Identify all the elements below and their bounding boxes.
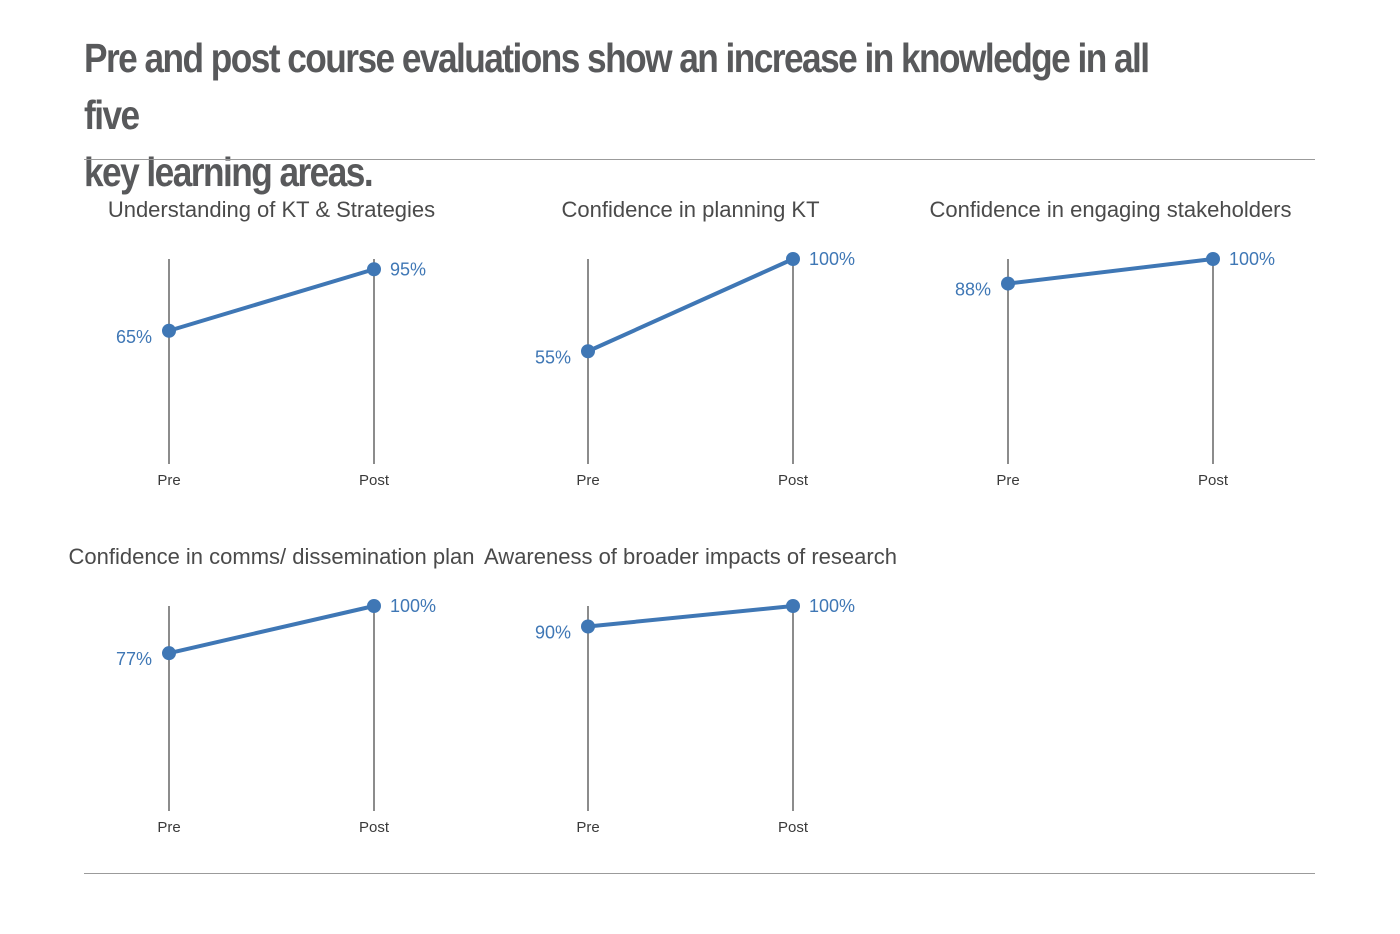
chart-5: Awareness of broader impacts of research… xyxy=(484,544,897,836)
chart-3-point-pre xyxy=(1001,276,1015,291)
chart-1-title: Understanding of KT & Strategies xyxy=(108,197,435,222)
chart-4-series-line xyxy=(167,604,376,656)
chart-2-title: Confidence in planning KT xyxy=(561,197,819,222)
chart-1-value-label-post: 95% xyxy=(390,259,426,279)
chart-3-value-label-post: 100% xyxy=(1229,249,1275,269)
page-title: Pre and post course evaluations show an … xyxy=(84,30,1150,201)
chart-4-value-label-pre: 77% xyxy=(116,649,152,669)
chart-5-series-line xyxy=(586,604,795,629)
chart-5-category-label-pre: Pre xyxy=(576,819,599,836)
chart-2-point-pre xyxy=(581,344,595,359)
chart-1-point-post xyxy=(367,262,381,277)
chart-2-category-label-post: Post xyxy=(778,472,809,489)
chart-1-category-label-pre: Pre xyxy=(157,472,180,489)
chart-4: Confidence in comms/ dissemination plan P… xyxy=(69,544,475,836)
chart-4-point-post xyxy=(367,599,381,613)
chart-2-point-post xyxy=(786,252,800,266)
chart-2-value-label-post: 100% xyxy=(809,249,855,269)
chart-1-series-line xyxy=(167,267,376,333)
chart-4-value-label-post: 100% xyxy=(390,596,436,616)
chart-5-value-label-post: 100% xyxy=(809,596,855,616)
chart-1-value-label-pre: 65% xyxy=(116,327,152,347)
chart-3: Confidence in engaging stakeholders Pre Po… xyxy=(929,197,1291,489)
chart-2-series-line xyxy=(586,257,795,354)
top-divider xyxy=(84,159,1315,160)
chart-1: Understanding of KT & Strategies Pre Post 6… xyxy=(108,197,435,489)
chart-3-point-post xyxy=(1206,252,1220,266)
chart-5-title: Awareness of broader impacts of research xyxy=(484,544,897,569)
chart-4-point-pre xyxy=(162,646,176,661)
chart-5-point-post xyxy=(786,599,800,613)
chart-3-value-label-pre: 88% xyxy=(955,280,991,300)
chart-4-category-label-post: Post xyxy=(359,819,390,836)
chart-4-title: Confidence in comms/ dissemination plan xyxy=(69,544,475,569)
page-title-line-2: key learning areas. xyxy=(84,149,374,195)
chart-3-series-line xyxy=(1006,257,1215,286)
chart-1-point-pre xyxy=(162,323,176,338)
chart-5-value-label-pre: 90% xyxy=(535,623,571,643)
chart-3-category-label-pre: Pre xyxy=(996,472,1019,489)
chart-5-category-label-post: Post xyxy=(778,819,809,836)
chart-1-category-label-post: Post xyxy=(359,472,390,489)
chart-3-category-label-post: Post xyxy=(1198,472,1229,489)
chart-2-category-label-pre: Pre xyxy=(576,472,599,489)
bottom-divider xyxy=(84,873,1315,874)
chart-4-category-label-pre: Pre xyxy=(157,819,180,836)
chart-2: Confidence in planning KT Pre Post 55% 100% xyxy=(535,197,855,489)
chart-3-title: Confidence in engaging stakeholders xyxy=(929,197,1291,222)
chart-5-point-pre xyxy=(581,619,595,634)
chart-2-value-label-pre: 55% xyxy=(535,347,571,367)
page-title-line-1: Pre and post course evaluations show an … xyxy=(84,35,1150,138)
